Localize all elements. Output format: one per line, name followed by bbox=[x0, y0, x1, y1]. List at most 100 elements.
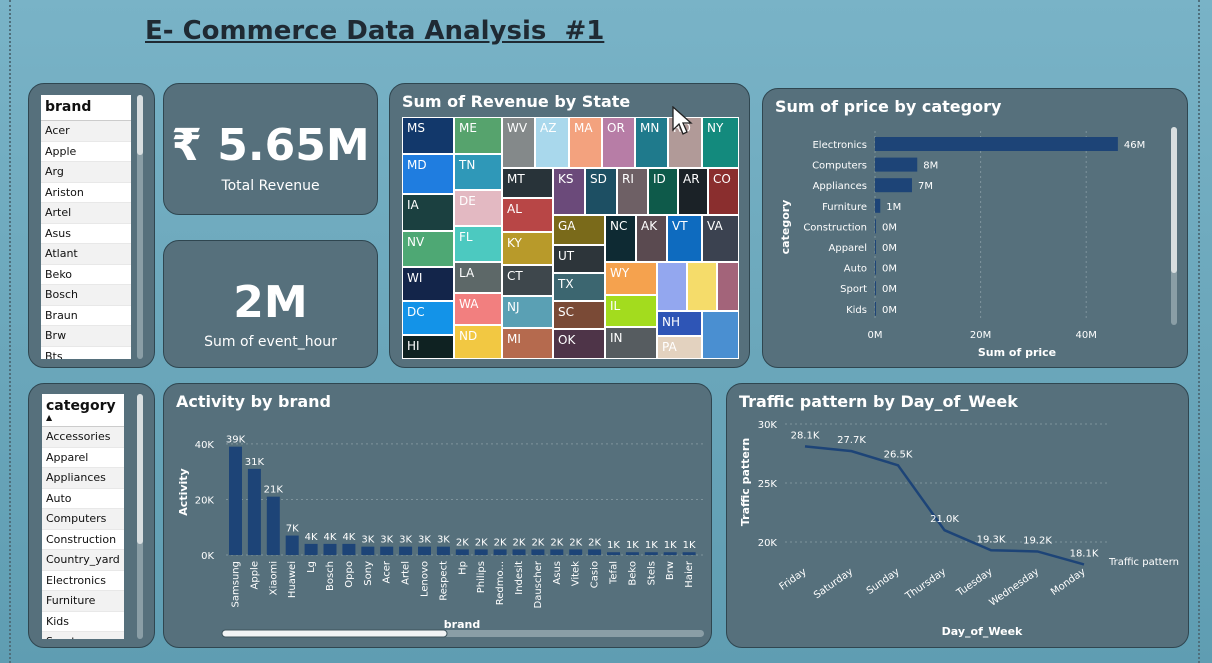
slicer-item[interactable]: Furniture bbox=[42, 591, 124, 612]
brand-slicer[interactable]: brand Acer Apple Arg Ariston Artel Asus Atlant… bbox=[41, 95, 131, 359]
slicer-item[interactable]: Beko bbox=[41, 265, 131, 285]
treemap-cell[interactable]: NY bbox=[702, 117, 739, 168]
revenue-treemap[interactable]: MSMEWVAZMAORMNRONYMDTNMTKSSDRIIDARCOIADE… bbox=[402, 117, 741, 359]
treemap-cell[interactable]: ID bbox=[648, 168, 678, 215]
slicer-item[interactable]: Apple bbox=[41, 142, 131, 162]
treemap-cell[interactable]: DE bbox=[454, 190, 502, 226]
activity-bar[interactable] bbox=[644, 552, 658, 555]
treemap-cell[interactable]: MT bbox=[502, 168, 553, 198]
treemap-cell[interactable]: ME bbox=[454, 117, 502, 154]
activity-by-brand-chart[interactable]: 0K 20K 40K 39K Samsung 31K Apple 21K Xiaomi 7K Hua… bbox=[164, 384, 712, 648]
treemap-cell[interactable]: KY bbox=[502, 232, 553, 265]
treemap-cell[interactable]: GA bbox=[553, 215, 605, 245]
price-bar[interactable] bbox=[875, 301, 876, 316]
treemap-cell[interactable]: MD bbox=[402, 154, 454, 194]
activity-bar[interactable] bbox=[436, 546, 450, 555]
treemap-cell[interactable]: AR bbox=[678, 168, 708, 215]
price-bar[interactable] bbox=[875, 240, 876, 254]
treemap-cell[interactable]: WI bbox=[402, 267, 454, 301]
slicer-item[interactable]: Artel bbox=[41, 203, 131, 224]
price-bar[interactable] bbox=[875, 219, 876, 234]
treemap-cell[interactable]: NV bbox=[402, 231, 454, 267]
slicer-item[interactable]: Bts bbox=[41, 347, 131, 360]
slicer-item[interactable]: Appliances bbox=[42, 468, 124, 489]
brand-slicer-list[interactable]: Acer Apple Arg Ariston Artel Asus Atlant Beko Bo… bbox=[41, 121, 131, 359]
treemap-cell[interactable]: PA bbox=[657, 336, 702, 359]
treemap-cell[interactable]: AK bbox=[636, 215, 667, 262]
treemap-cell[interactable]: MN bbox=[635, 117, 668, 168]
treemap-cell[interactable]: TX bbox=[553, 273, 605, 301]
treemap-cell[interactable]: VA bbox=[702, 215, 739, 262]
activity-bar[interactable] bbox=[323, 543, 337, 555]
activity-bar[interactable] bbox=[625, 552, 639, 555]
activity-bar[interactable] bbox=[399, 546, 413, 555]
slicer-item[interactable]: Accessories bbox=[42, 427, 124, 448]
treemap-cell[interactable] bbox=[702, 311, 739, 359]
treemap-cell[interactable]: NC bbox=[605, 215, 636, 262]
price-bar[interactable] bbox=[875, 178, 912, 193]
traffic-line[interactable] bbox=[804, 445, 1085, 566]
treemap-cell[interactable]: NJ bbox=[502, 296, 553, 328]
activity-bar[interactable] bbox=[588, 549, 602, 555]
activity-bar[interactable] bbox=[531, 549, 545, 555]
activity-bar[interactable] bbox=[569, 549, 583, 555]
slicer-item[interactable]: Asus bbox=[41, 224, 131, 244]
activity-bar[interactable] bbox=[663, 552, 677, 555]
treemap-cell[interactable]: VT bbox=[667, 215, 702, 262]
price-chart-scroll-thumb[interactable] bbox=[1171, 127, 1177, 273]
treemap-cell[interactable]: ND bbox=[454, 325, 502, 359]
slicer-item[interactable]: Arg bbox=[41, 162, 131, 183]
activity-bar[interactable] bbox=[361, 546, 375, 555]
treemap-cell[interactable]: WY bbox=[605, 262, 657, 295]
slicer-item[interactable]: Computers bbox=[42, 509, 124, 530]
slicer-item[interactable]: Ariston bbox=[41, 183, 131, 203]
activity-bar[interactable] bbox=[229, 446, 242, 555]
category-slicer-scroll-thumb[interactable] bbox=[137, 394, 143, 544]
slicer-item[interactable]: Auto bbox=[42, 489, 124, 509]
slicer-item[interactable]: Braun bbox=[41, 306, 131, 326]
activity-bar[interactable] bbox=[550, 549, 564, 555]
treemap-cell[interactable]: FL bbox=[454, 226, 502, 262]
slicer-item[interactable]: Apparel bbox=[42, 448, 124, 468]
treemap-cell[interactable]: TN bbox=[454, 154, 502, 190]
treemap-cell[interactable]: AZ bbox=[535, 117, 569, 168]
treemap-cell[interactable]: IN bbox=[605, 327, 657, 359]
price-bar[interactable] bbox=[875, 260, 876, 275]
slicer-item[interactable]: Country_yard bbox=[42, 550, 124, 571]
treemap-cell[interactable]: IL bbox=[605, 295, 657, 327]
slicer-item[interactable]: Acer bbox=[41, 121, 131, 142]
activity-bar[interactable] bbox=[493, 549, 507, 555]
treemap-cell[interactable]: OR bbox=[602, 117, 635, 168]
price-bar[interactable] bbox=[875, 157, 918, 172]
treemap-cell[interactable]: MA bbox=[569, 117, 602, 168]
treemap-cell[interactable]: LA bbox=[454, 262, 502, 293]
slicer-item[interactable]: Bosch bbox=[41, 285, 131, 306]
brand-slicer-scroll-thumb[interactable] bbox=[137, 95, 143, 155]
traffic-pattern-chart[interactable]: 20K 25K 30K 28.1K Friday 27.7K Saturday 26.5K Su… bbox=[727, 384, 1189, 648]
activity-bar[interactable] bbox=[380, 546, 394, 555]
slicer-item[interactable]: Brw bbox=[41, 326, 131, 347]
price-by-category-chart[interactable]: 0M 20M 40M Electronics 46M Computers 8M Applian… bbox=[763, 89, 1188, 368]
treemap-cell[interactable]: DC bbox=[402, 301, 454, 335]
treemap-cell[interactable]: CT bbox=[502, 265, 553, 296]
activity-bar[interactable] bbox=[455, 549, 469, 555]
treemap-cell[interactable]: SC bbox=[553, 301, 605, 329]
activity-bar[interactable] bbox=[682, 552, 696, 555]
treemap-cell[interactable]: WA bbox=[454, 293, 502, 325]
category-slicer[interactable]: category ▲ Accessories Apparel Appliances A… bbox=[42, 394, 124, 639]
treemap-cell[interactable]: KS bbox=[553, 168, 585, 215]
treemap-cell[interactable]: MI bbox=[502, 328, 553, 359]
price-bar[interactable] bbox=[875, 281, 876, 296]
treemap-cell[interactable]: AL bbox=[502, 198, 553, 232]
activity-bar[interactable] bbox=[342, 543, 356, 555]
total-revenue-card[interactable]: ₹ 5.65M Total Revenue bbox=[163, 83, 378, 215]
treemap-cell[interactable]: SD bbox=[585, 168, 617, 215]
price-bar[interactable] bbox=[875, 137, 1118, 151]
activity-bar[interactable] bbox=[304, 543, 318, 555]
activity-bar[interactable] bbox=[266, 496, 280, 555]
price-bar[interactable] bbox=[875, 198, 881, 213]
treemap-cell[interactable]: UT bbox=[553, 245, 605, 273]
slicer-item[interactable]: Construction bbox=[42, 530, 124, 550]
price-chart-scrollbar[interactable] bbox=[1171, 127, 1177, 325]
treemap-cell[interactable]: MS bbox=[402, 117, 454, 154]
